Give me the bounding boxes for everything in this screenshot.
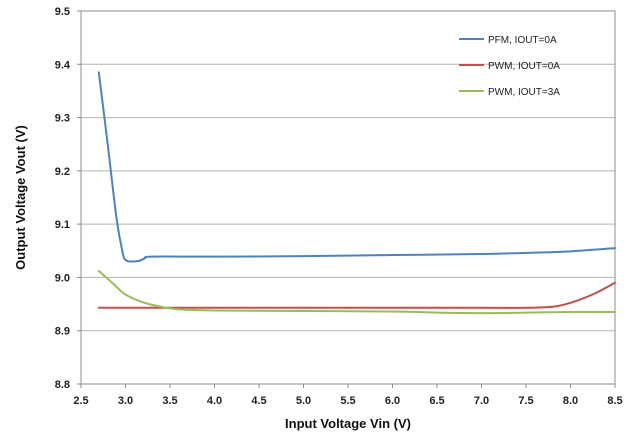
y-tick-label: 9.3: [55, 113, 70, 125]
y-tick-label: 9.1: [55, 219, 70, 231]
legend-label: PFM, IOUT=0A: [488, 35, 557, 46]
x-tick-label: 2.5: [73, 395, 88, 407]
x-tick-label: 7.0: [474, 395, 489, 407]
y-axis-title: Output Voltage Vout (V): [13, 125, 28, 270]
legend-label: PWM, IOUT=0A: [488, 61, 560, 72]
grid-lines: [81, 63, 615, 332]
x-tick-label: 6.5: [429, 395, 444, 407]
y-tick-label: 9.5: [55, 6, 70, 18]
x-tick-label: 6.0: [385, 395, 400, 407]
x-tick-label: 3.0: [118, 395, 133, 407]
x-tick-label: 7.5: [518, 395, 533, 407]
series-lines: [97, 71, 616, 315]
y-tick-label: 9.2: [55, 166, 70, 178]
y-tick-label: 9.4: [55, 59, 71, 71]
y-tick-label: 8.9: [55, 326, 70, 338]
legend-label: PWM, IOUT=3A: [488, 87, 560, 98]
series-line-1: [97, 71, 616, 263]
series-line-3: [97, 270, 616, 315]
x-tick-label: 4.5: [251, 395, 266, 407]
x-tick-label: 4.0: [207, 395, 222, 407]
x-tick-label: 5.0: [296, 395, 311, 407]
series-line-2: [97, 281, 616, 309]
x-tick-label: 3.5: [162, 395, 177, 407]
y-tick-label: 9.0: [55, 272, 70, 284]
x-axis-title: Input Voltage Vin (V): [285, 416, 411, 431]
legend: PFM, IOUT=0A PWM, IOUT=0A PWM, IOUT=3A: [459, 35, 560, 98]
x-axis-ticks: 2.5 3.0 3.5 4.0 4.5 5.0 5.5 6.0 6.5 7.0 7.5 8.0 8.5: [73, 384, 623, 407]
y-tick-label: 8.8: [55, 379, 70, 391]
y-axis-ticks: 8.8 8.9 9.0 9.1 9.2 9.3 9.4 9.5: [55, 6, 81, 391]
x-tick-label: 5.5: [340, 395, 355, 407]
x-tick-label: 8.5: [607, 395, 622, 407]
x-tick-label: 8.0: [563, 395, 578, 407]
